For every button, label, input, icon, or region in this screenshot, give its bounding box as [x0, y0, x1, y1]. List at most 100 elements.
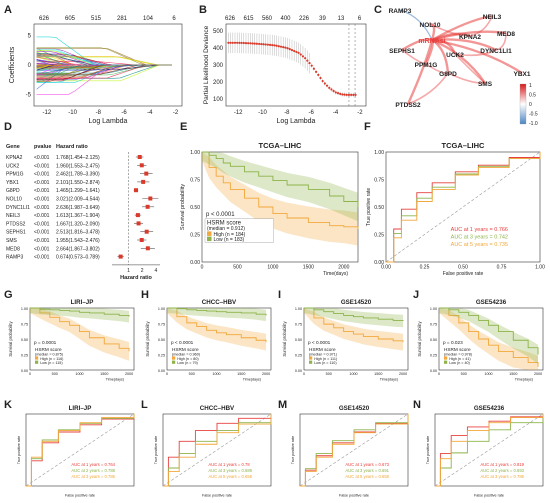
x-tick-label: -8: [96, 110, 102, 116]
hazard-ratio: 2.636(1.987–3.649): [56, 205, 100, 211]
deviance-point: [271, 44, 274, 47]
panel-i: GSE14520 0.00 0.25 0.50 0.75 1.00 0 500 1000 1500…: [282, 299, 409, 381]
y-axis-label: Survival probability: [8, 321, 13, 357]
deviance-point: [308, 61, 311, 65]
diagonal-reference: [162, 413, 272, 487]
panel-e: TCGA–LIHC 0.00 0.25 0.50 0.75 1.00 0 500 1000 150…: [180, 141, 359, 277]
hazard-ratio: 2.101(1.550–2.874): [56, 180, 100, 186]
hr-marker: [134, 188, 139, 193]
x-tick-label: 1000: [212, 372, 220, 376]
y-tick-label: 0.50: [21, 338, 28, 342]
correlation-edge: [425, 63, 449, 74]
gene-name: MED8: [6, 246, 20, 252]
panel-j: GSE54236 0.00 0.25 0.50 0.75 1.00 0 500 1000 1500…: [417, 299, 544, 381]
panel-g: LIRI–JP 0.00 0.25 0.50 0.75 1.00 0 500 1000 1500 2…: [8, 299, 135, 381]
y-tick-label: 1.00: [374, 150, 384, 156]
legend-subtitle: (median = 0.978): [444, 352, 472, 356]
scale-tick-label: 0.5: [529, 93, 536, 99]
gene-name: YBX1: [6, 180, 19, 186]
gene-name: SMS: [6, 238, 18, 244]
deviance-point: [229, 41, 232, 44]
panel-f: TCGA–LIHC 0.00 0.25 0.50 0.75 1.00 0.00 0.25 0.5…: [366, 141, 545, 277]
panel-b: B 626 615 560 400 226 39 13 6 -12 -10 -8 -6 -4 -2 100 20…: [199, 4, 367, 125]
panel-d: D Gene pvalue Hazard ratio KPNA2 <0.001 1.768(…: [4, 121, 160, 281]
x-axis-label: Hazard ratio: [120, 275, 152, 281]
x-tick-label: 2000: [262, 372, 270, 376]
panel-n: GSE54236 False positive rate True positive…: [426, 405, 544, 497]
panel-m: GSE14520 False positive rate True positive…: [291, 405, 409, 497]
y-tick-label: 0: [28, 63, 32, 69]
hr-marker: [144, 171, 149, 176]
chart-title: TCGA–LIHC: [259, 141, 303, 150]
p-value: <0.001: [34, 221, 50, 227]
center-node-label: mRNAsi: [418, 38, 445, 45]
x-tick-label: 2000: [399, 372, 407, 376]
auc-label: AUC at 3 years = 0.689: [208, 468, 252, 473]
top-tick-label: 104: [143, 16, 154, 22]
correlation-edge: [429, 23, 471, 37]
x-tick-label: 1500: [303, 265, 314, 271]
hazard-ratio: 1.465(1.299–1.641): [56, 188, 100, 194]
gene-name: UCK2: [6, 163, 20, 169]
x-tick-label: -6: [121, 110, 127, 116]
chart-title: TCGA–LIHC: [442, 141, 486, 150]
deviance-point: [262, 43, 265, 46]
y-tick-label: 1.00: [158, 307, 165, 311]
p-value: p < 0.0001: [308, 340, 331, 345]
y-tick-label: 0.00: [21, 369, 28, 373]
column-header: Gene: [6, 144, 20, 150]
x-tick-label: 1.00: [535, 265, 545, 271]
deviance-point: [282, 46, 285, 49]
column-header: pvalue: [34, 144, 51, 150]
hr-marker: [141, 179, 146, 184]
y-axis-label: Survival probability: [417, 321, 422, 357]
hazard-ratio: 2.513(1.816–3.478): [56, 230, 100, 236]
correlation-edge: [454, 49, 497, 57]
diagonal-reference: [25, 413, 135, 487]
color-scale: [519, 83, 527, 125]
confidence-band: [304, 308, 404, 351]
chart-title: CHCC–HBV: [200, 405, 235, 412]
gene-name: PPM1G: [6, 172, 24, 178]
hazard-ratio: 3.021(2.009–4.544): [56, 197, 100, 203]
auc-label: AUC at 2 years = 0.693: [480, 468, 524, 473]
survival-curve: [30, 307, 130, 317]
deviance-point: [332, 89, 335, 93]
confidence-band: [167, 308, 267, 322]
axes-frame: [434, 413, 544, 487]
survival-curve: [439, 307, 539, 367]
axes-frame: [438, 307, 544, 371]
legend-swatch: [309, 356, 313, 360]
p-value: <0.001: [34, 246, 50, 252]
deviance-point: [279, 45, 283, 48]
y-tick-label: 0.00: [190, 260, 200, 266]
deviance-point: [317, 73, 320, 77]
roc-curve: [435, 414, 544, 487]
deviance-point: [312, 67, 315, 70]
legend-swatch: [444, 356, 448, 360]
deviance-point: [227, 41, 230, 44]
y-axis-label: True positive rate: [154, 436, 158, 464]
deviance-point: [251, 42, 254, 45]
deviance-point: [336, 92, 340, 95]
x-tick-label: -4: [147, 110, 153, 116]
roc-curve: [386, 152, 541, 263]
x-axis-label: False positive rate: [443, 271, 484, 277]
legend-swatch: [207, 231, 212, 236]
auc-label: AUC at 3 years = 0.786: [71, 474, 115, 479]
scale-tick-label: 1: [529, 83, 532, 89]
gene-node-label: YBX1: [514, 71, 531, 78]
coefficient-path: [36, 56, 172, 66]
correlation-edge: [431, 38, 486, 84]
y-axis-label: Partial Likelihood Deviance: [203, 25, 210, 104]
roc-curve: [163, 414, 272, 487]
x-tick-label: 1500: [509, 372, 517, 376]
hazard-ratio: 1.768(1.454–2.125): [56, 155, 100, 161]
y-tick-label: 0.25: [374, 233, 384, 239]
top-tick-label: 626: [39, 16, 50, 22]
x-tick-label: -2: [173, 110, 179, 116]
hr-marker: [139, 238, 144, 242]
survival-curve: [202, 151, 359, 207]
top-tick-label: 615: [243, 16, 254, 22]
